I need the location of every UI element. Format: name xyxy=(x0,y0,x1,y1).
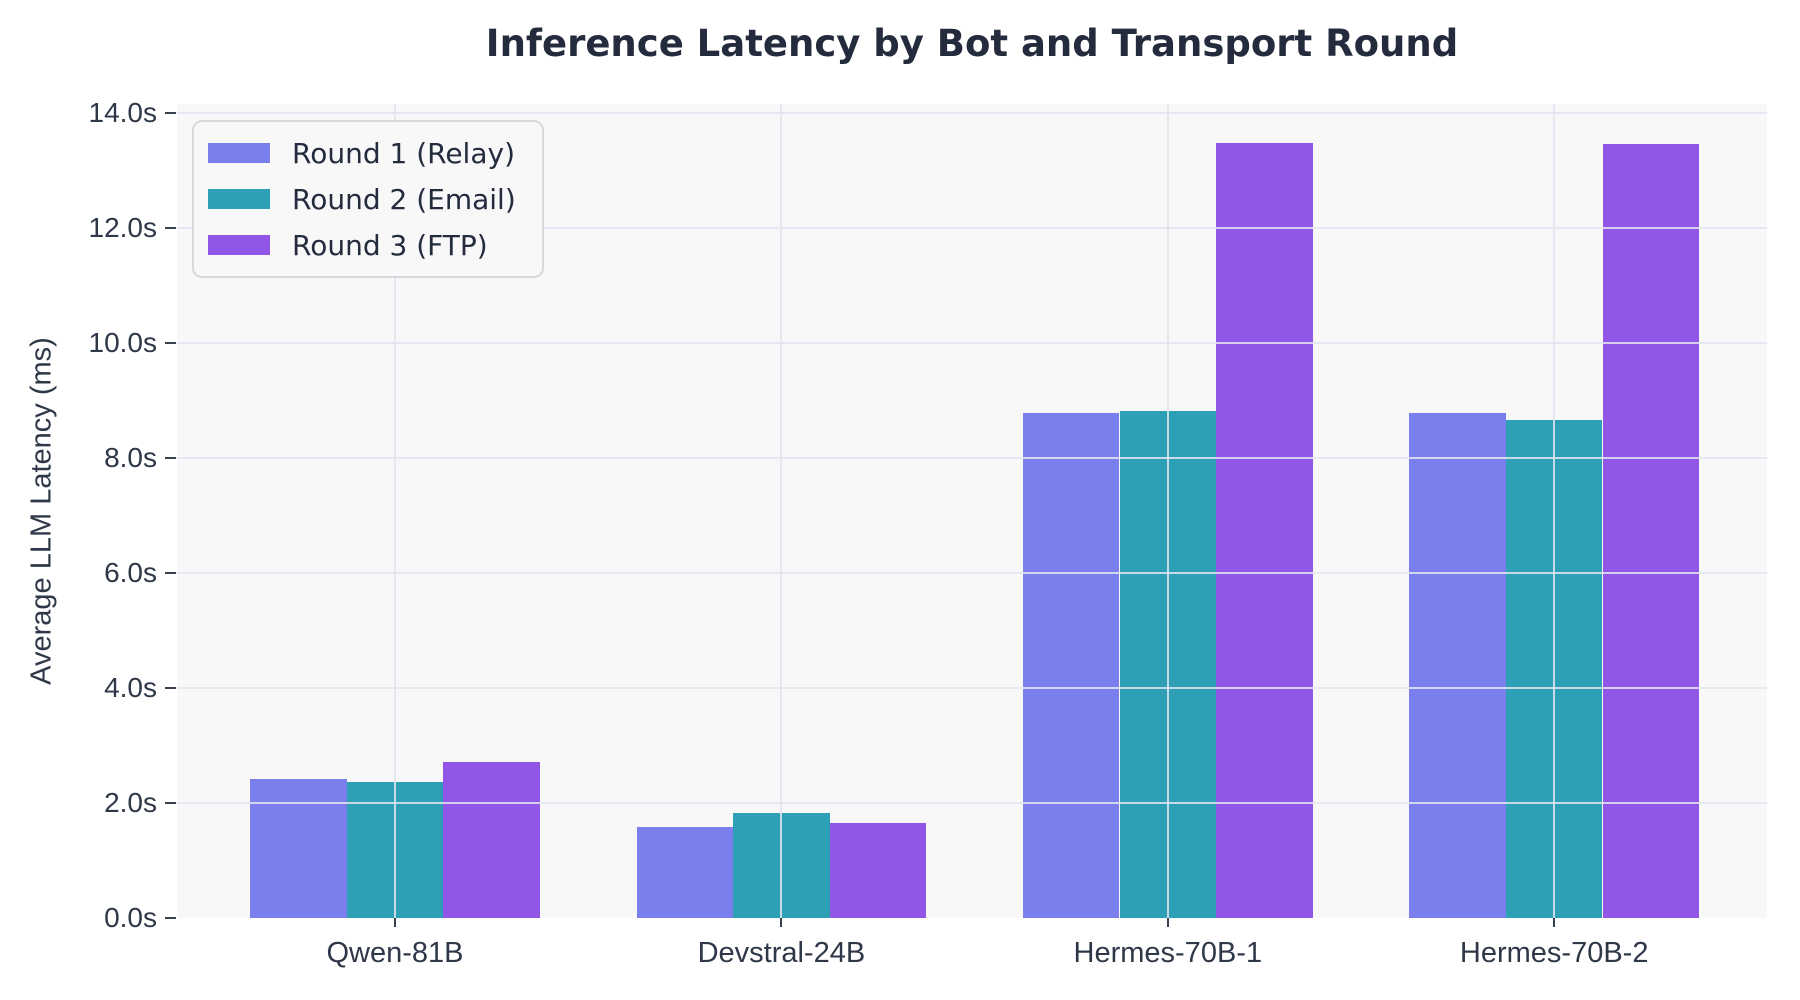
chart-title: Inference Latency by Bot and Transport R… xyxy=(485,22,1459,65)
y-tick-label: 10.0s xyxy=(88,327,158,359)
legend-item-label: Round 1 (Relay) xyxy=(292,136,515,170)
y-tick-mark xyxy=(165,572,176,575)
y-tick-mark xyxy=(165,457,176,460)
legend: Round 1 (Relay) Round 2 (Email) Round 3 (F… xyxy=(192,120,544,278)
x-tick-mark xyxy=(1166,918,1169,927)
y-tick-mark xyxy=(165,917,176,919)
legend-item: Round 1 (Relay) xyxy=(208,134,516,172)
y-tick-label: 14.0s xyxy=(88,97,158,129)
x-tick-mark xyxy=(1553,918,1556,927)
y-tick-label: 2.0s xyxy=(104,787,157,819)
legend-item: Round 2 (Email) xyxy=(208,180,516,218)
x-tick-mark xyxy=(780,918,783,927)
y-axis-label: Average LLM Latency (ms) xyxy=(25,337,58,685)
x-tick-label-hermes-70b-1: Hermes-70B-1 xyxy=(1073,937,1263,969)
y-tick-mark xyxy=(165,227,176,230)
legend-swatch-icon xyxy=(208,235,270,255)
x-tick-label-devstral-24b: Devstral-24B xyxy=(697,937,866,969)
y-tick-label: 8.0s xyxy=(104,442,157,474)
legend-item-label: Round 3 (FTP) xyxy=(292,228,488,262)
legend-swatch-icon xyxy=(208,189,270,209)
legend-item: Round 3 (FTP) xyxy=(208,226,516,264)
x-tick-label-hermes-70b-2: Hermes-70B-2 xyxy=(1459,937,1649,969)
y-tick-label: 6.0s xyxy=(104,557,157,589)
y-tick-label: 4.0s xyxy=(104,672,157,704)
y-tick-mark xyxy=(165,802,176,805)
y-tick-label: 12.0s xyxy=(88,212,158,244)
legend-swatch-icon xyxy=(208,143,270,163)
y-tick-label: 0.0s xyxy=(104,902,157,933)
x-tick-mark xyxy=(394,918,396,927)
y-tick-mark xyxy=(165,342,176,345)
legend-item-label: Round 2 (Email) xyxy=(292,182,516,216)
x-tick-label-qwen-81b: Qwen-81B xyxy=(326,937,464,969)
y-tick-mark xyxy=(165,687,176,690)
y-tick-mark xyxy=(165,112,176,115)
